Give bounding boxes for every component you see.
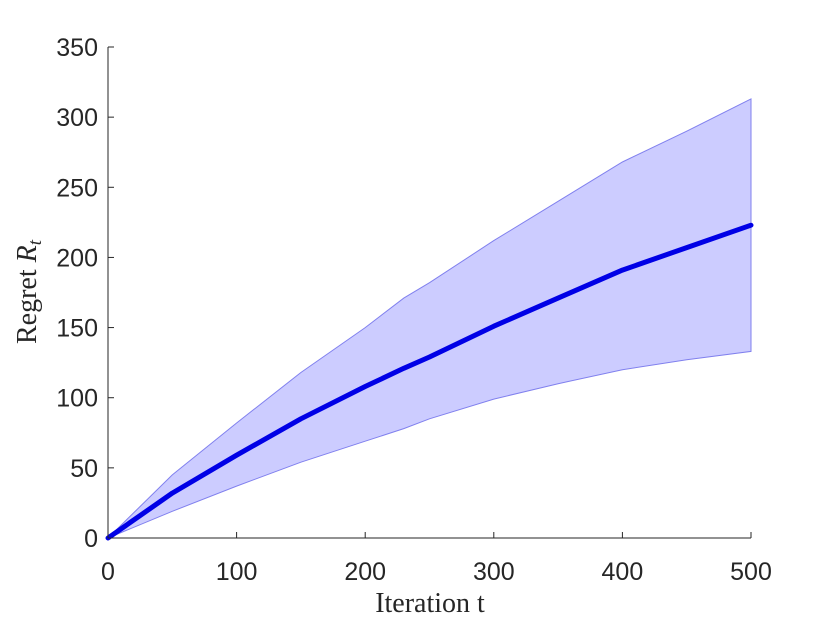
x-tick-label: 500	[730, 558, 772, 586]
plot-area	[105, 98, 754, 541]
y-tick-label: 50	[70, 455, 98, 483]
y-axis-label-prefix: Regret	[12, 262, 43, 344]
y-tick-label: 0	[84, 525, 98, 553]
x-tick-label: 300	[473, 558, 515, 586]
y-tick-label: 150	[56, 315, 98, 343]
x-tick-label: 200	[344, 558, 386, 586]
y-tick-label: 200	[56, 244, 98, 272]
y-axis-ticks: 0 50 100 150 200 250 300 350	[56, 34, 114, 553]
y-tick-label: 350	[56, 34, 98, 62]
x-tick-label: 100	[216, 558, 258, 586]
x-axis-ticks: 0 100 200 300 400 500	[101, 532, 772, 586]
x-axis-label: Iteration t	[375, 588, 485, 619]
x-tick-label: 400	[602, 558, 644, 586]
mean-regret-line	[105, 222, 754, 541]
y-axis-label: Regret Rt	[12, 239, 46, 344]
y-tick-label: 250	[56, 174, 98, 202]
x-tick-label: 0	[101, 558, 115, 586]
y-tick-label: 100	[56, 385, 98, 413]
y-axis-label-subscript: t	[25, 239, 46, 245]
axes: 0 100 200 300 400 500 0 50 100 150 200 250 300 350	[56, 34, 772, 586]
y-axis-label-symbol: R	[12, 245, 43, 263]
y-tick-label: 300	[56, 104, 98, 132]
